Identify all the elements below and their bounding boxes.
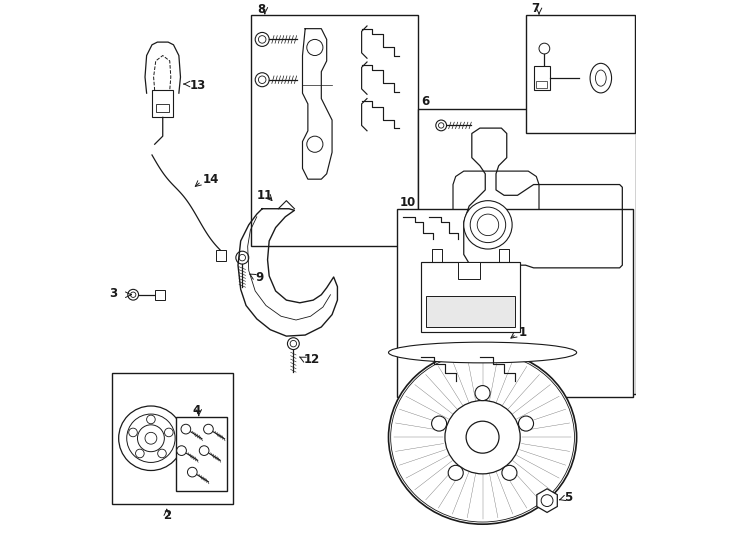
- Bar: [421, 262, 520, 332]
- Text: 9: 9: [255, 271, 264, 284]
- Circle shape: [502, 465, 517, 481]
- Circle shape: [541, 495, 553, 507]
- Circle shape: [477, 214, 498, 235]
- Ellipse shape: [590, 63, 611, 93]
- Ellipse shape: [119, 406, 184, 470]
- Circle shape: [136, 449, 144, 458]
- Ellipse shape: [390, 352, 575, 522]
- Circle shape: [448, 465, 463, 481]
- Bar: [396, 209, 633, 397]
- Circle shape: [236, 251, 249, 264]
- Bar: [426, 295, 515, 327]
- Ellipse shape: [388, 350, 577, 524]
- Bar: [458, 262, 480, 279]
- Text: 8: 8: [257, 3, 265, 16]
- Circle shape: [539, 43, 550, 54]
- Text: 10: 10: [399, 196, 415, 209]
- Bar: [217, 249, 226, 261]
- Circle shape: [164, 428, 173, 437]
- Circle shape: [438, 123, 444, 128]
- Text: 7: 7: [531, 2, 539, 15]
- Ellipse shape: [595, 70, 606, 86]
- Circle shape: [464, 201, 512, 249]
- Circle shape: [258, 36, 266, 43]
- Circle shape: [307, 136, 323, 152]
- Circle shape: [200, 446, 209, 455]
- Circle shape: [147, 415, 155, 424]
- Text: 2: 2: [163, 509, 171, 522]
- Text: 13: 13: [189, 79, 206, 92]
- Circle shape: [470, 207, 506, 242]
- Circle shape: [258, 76, 266, 84]
- Circle shape: [432, 416, 446, 431]
- Circle shape: [128, 289, 139, 300]
- Circle shape: [307, 39, 323, 56]
- Text: 4: 4: [192, 404, 200, 417]
- Circle shape: [518, 416, 534, 431]
- Circle shape: [181, 424, 191, 434]
- Ellipse shape: [466, 421, 499, 453]
- Bar: [155, 290, 165, 300]
- Text: 14: 14: [203, 173, 219, 186]
- Circle shape: [187, 467, 197, 477]
- Ellipse shape: [127, 414, 175, 462]
- Circle shape: [475, 386, 490, 401]
- Circle shape: [158, 449, 167, 458]
- Ellipse shape: [145, 433, 157, 444]
- Bar: [176, 417, 228, 491]
- Circle shape: [128, 428, 137, 437]
- Circle shape: [255, 32, 269, 46]
- Circle shape: [203, 424, 214, 434]
- Circle shape: [131, 292, 136, 298]
- Bar: [252, 15, 418, 246]
- Text: 6: 6: [421, 94, 429, 107]
- Ellipse shape: [137, 425, 164, 451]
- Text: 1: 1: [519, 326, 527, 339]
- Circle shape: [436, 120, 446, 131]
- Bar: [526, 15, 635, 133]
- Circle shape: [239, 254, 245, 261]
- Text: 11: 11: [257, 189, 273, 202]
- Circle shape: [255, 73, 269, 87]
- Text: 3: 3: [109, 287, 117, 300]
- Bar: [418, 109, 636, 394]
- Circle shape: [177, 446, 186, 455]
- Circle shape: [288, 338, 299, 349]
- Bar: [534, 66, 550, 91]
- Circle shape: [290, 340, 297, 347]
- Text: 12: 12: [304, 353, 320, 366]
- Text: 5: 5: [564, 491, 573, 504]
- Bar: [112, 373, 233, 504]
- Ellipse shape: [388, 342, 577, 363]
- Bar: [152, 91, 173, 117]
- Bar: [156, 104, 170, 112]
- Bar: [537, 82, 547, 88]
- Ellipse shape: [445, 401, 520, 474]
